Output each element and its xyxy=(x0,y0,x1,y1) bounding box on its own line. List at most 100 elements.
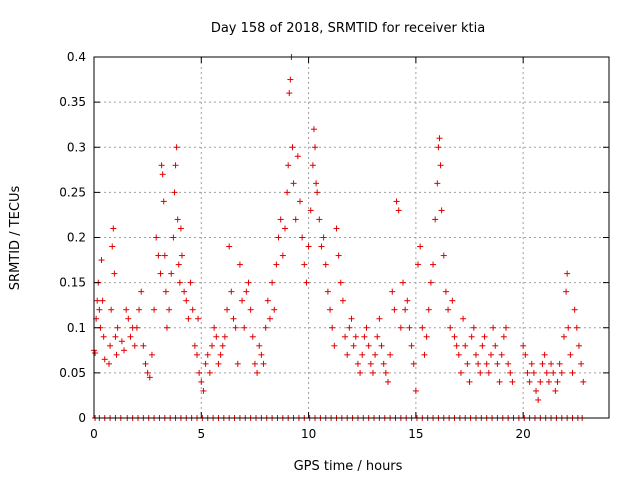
data-point xyxy=(96,306,103,313)
data-point xyxy=(346,324,353,331)
data-point xyxy=(524,369,531,376)
data-point xyxy=(273,261,280,268)
data-point xyxy=(121,347,128,354)
axis-ticks: 0 0.05 0.1 0.15 0.2 0.25 0.3 0.35 0.4 0 5 10 15 20 xyxy=(59,50,609,441)
data-point xyxy=(146,374,153,381)
data-point xyxy=(359,351,366,358)
data-point xyxy=(94,297,101,304)
data-point xyxy=(166,306,173,313)
data-point xyxy=(151,306,158,313)
data-point xyxy=(266,315,273,322)
data-point xyxy=(297,198,303,205)
data-point xyxy=(277,216,284,223)
data-point xyxy=(408,342,415,349)
data-point xyxy=(176,279,183,286)
data-point xyxy=(181,288,188,295)
x-tick-label: 15 xyxy=(408,427,423,441)
data-point xyxy=(172,162,179,169)
data-point xyxy=(258,351,265,358)
data-point xyxy=(406,324,413,331)
y-tick-label: 0.3 xyxy=(67,140,86,154)
data-point xyxy=(262,324,269,331)
data-point xyxy=(554,378,561,385)
y-tick-label: 0.05 xyxy=(59,366,86,380)
data-point xyxy=(281,225,288,232)
data-point xyxy=(550,369,557,376)
data-point xyxy=(528,360,535,367)
data-point xyxy=(189,306,196,313)
x-tick-label: 10 xyxy=(301,427,316,441)
data-point xyxy=(434,180,441,187)
data-point xyxy=(339,297,346,304)
data-point xyxy=(464,360,471,367)
data-point xyxy=(468,333,475,340)
data-point xyxy=(290,180,297,187)
data-point xyxy=(453,342,460,349)
data-point xyxy=(505,360,512,367)
data-point xyxy=(245,279,252,286)
data-point xyxy=(219,342,226,349)
data-point xyxy=(533,387,540,394)
data-point xyxy=(148,351,155,358)
data-point xyxy=(466,378,473,385)
data-point xyxy=(234,360,241,367)
data-point xyxy=(187,279,194,286)
data-point xyxy=(415,261,422,268)
data-point xyxy=(196,369,203,376)
data-point xyxy=(140,342,147,349)
data-point xyxy=(520,342,527,349)
data-point xyxy=(99,297,106,304)
data-point xyxy=(254,369,261,376)
data-point xyxy=(565,324,572,331)
data-point xyxy=(111,270,118,277)
data-point xyxy=(236,261,243,268)
data-point xyxy=(307,207,314,214)
data-point xyxy=(440,252,447,259)
data-point xyxy=(567,351,574,358)
data-point xyxy=(427,279,434,286)
data-point xyxy=(329,324,336,331)
x-tick-label: 5 xyxy=(197,427,205,441)
data-point xyxy=(541,351,548,358)
data-point xyxy=(552,387,559,394)
data-point xyxy=(472,351,479,358)
data-point xyxy=(363,324,370,331)
data-point xyxy=(564,270,571,277)
data-point xyxy=(106,360,113,367)
data-point xyxy=(221,333,228,340)
data-point xyxy=(301,261,308,268)
data-point xyxy=(522,351,529,358)
data-point xyxy=(112,333,119,340)
data-point xyxy=(224,306,231,313)
data-point xyxy=(113,351,120,358)
data-point xyxy=(344,351,351,358)
data-point xyxy=(560,333,567,340)
data-point xyxy=(475,360,482,367)
data-point xyxy=(264,297,271,304)
data-point xyxy=(578,360,585,367)
data-point xyxy=(393,198,400,205)
data-point xyxy=(425,306,432,313)
data-point xyxy=(350,342,357,349)
data-point xyxy=(163,324,170,331)
data-point xyxy=(331,342,338,349)
data-point xyxy=(354,360,361,367)
data-point xyxy=(136,306,143,313)
data-point xyxy=(299,234,306,241)
data-point xyxy=(352,333,359,340)
data-point xyxy=(228,288,235,295)
data-point xyxy=(310,126,317,133)
data-point xyxy=(107,342,114,349)
data-point xyxy=(333,225,340,232)
data-point xyxy=(177,225,184,232)
data-point xyxy=(342,333,349,340)
data-point xyxy=(481,333,488,340)
data-point xyxy=(138,288,145,295)
data-point xyxy=(249,333,256,340)
data-point xyxy=(436,135,443,142)
data-point xyxy=(365,342,372,349)
y-tick-label: 0.1 xyxy=(67,321,86,335)
data-point xyxy=(185,315,192,322)
data-point xyxy=(367,360,374,367)
